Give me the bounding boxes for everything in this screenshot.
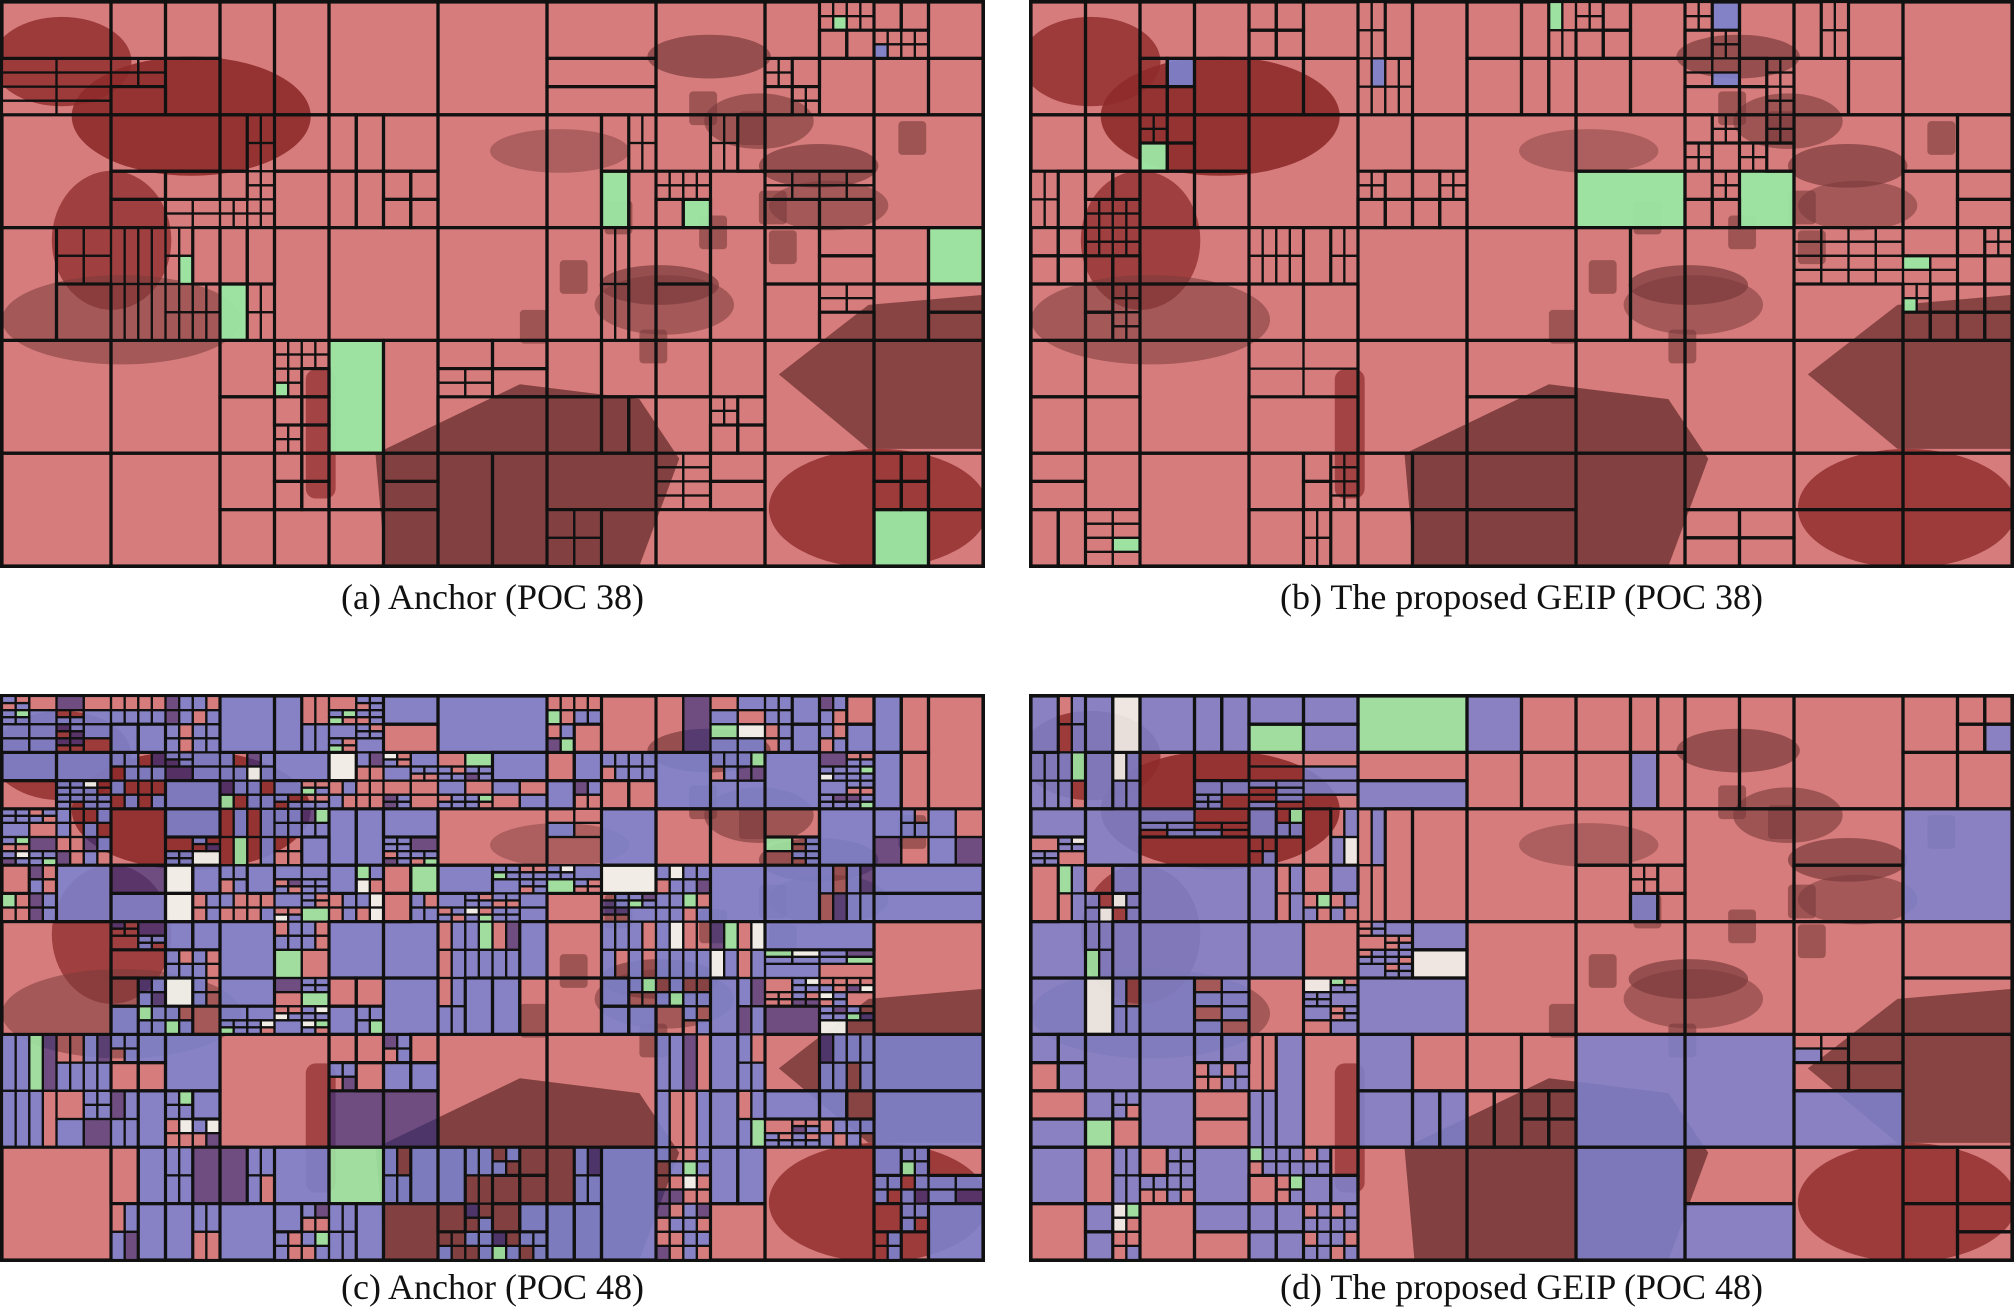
partition-image-b xyxy=(1029,0,2014,568)
panel-d: (d) The proposed GEIP (POC 48) xyxy=(1029,694,2014,1314)
panel-c: (c) Anchor (POC 48) xyxy=(0,694,985,1314)
caption-c: (c) Anchor (POC 48) xyxy=(341,1267,644,1307)
block-grid-layer xyxy=(1031,696,2012,1260)
panel-a: (a) Anchor (POC 38) xyxy=(0,0,985,640)
partition-svg-b xyxy=(1031,2,2012,566)
block-fill-layer xyxy=(1031,696,2012,1260)
block-grid-layer xyxy=(1031,2,2012,566)
partition-image-a xyxy=(0,0,985,568)
caption-d: (d) The proposed GEIP (POC 48) xyxy=(1280,1267,1763,1307)
partition-svg-d xyxy=(1031,696,2012,1260)
block-fill-layer xyxy=(2,696,983,1260)
block-fill-layer xyxy=(179,16,983,566)
panel-b: (b) The proposed GEIP (POC 38) xyxy=(1029,0,2014,640)
block-fill-layer xyxy=(1112,2,1931,552)
block-grid-layer xyxy=(2,696,983,1260)
caption-a: (a) Anchor (POC 38) xyxy=(341,577,644,617)
partition-image-d xyxy=(1029,694,2014,1262)
partition-svg-a xyxy=(2,2,983,566)
caption-b: (b) The proposed GEIP (POC 38) xyxy=(1280,577,1763,617)
partition-svg-c xyxy=(2,696,983,1260)
partition-image-c xyxy=(0,694,985,1262)
